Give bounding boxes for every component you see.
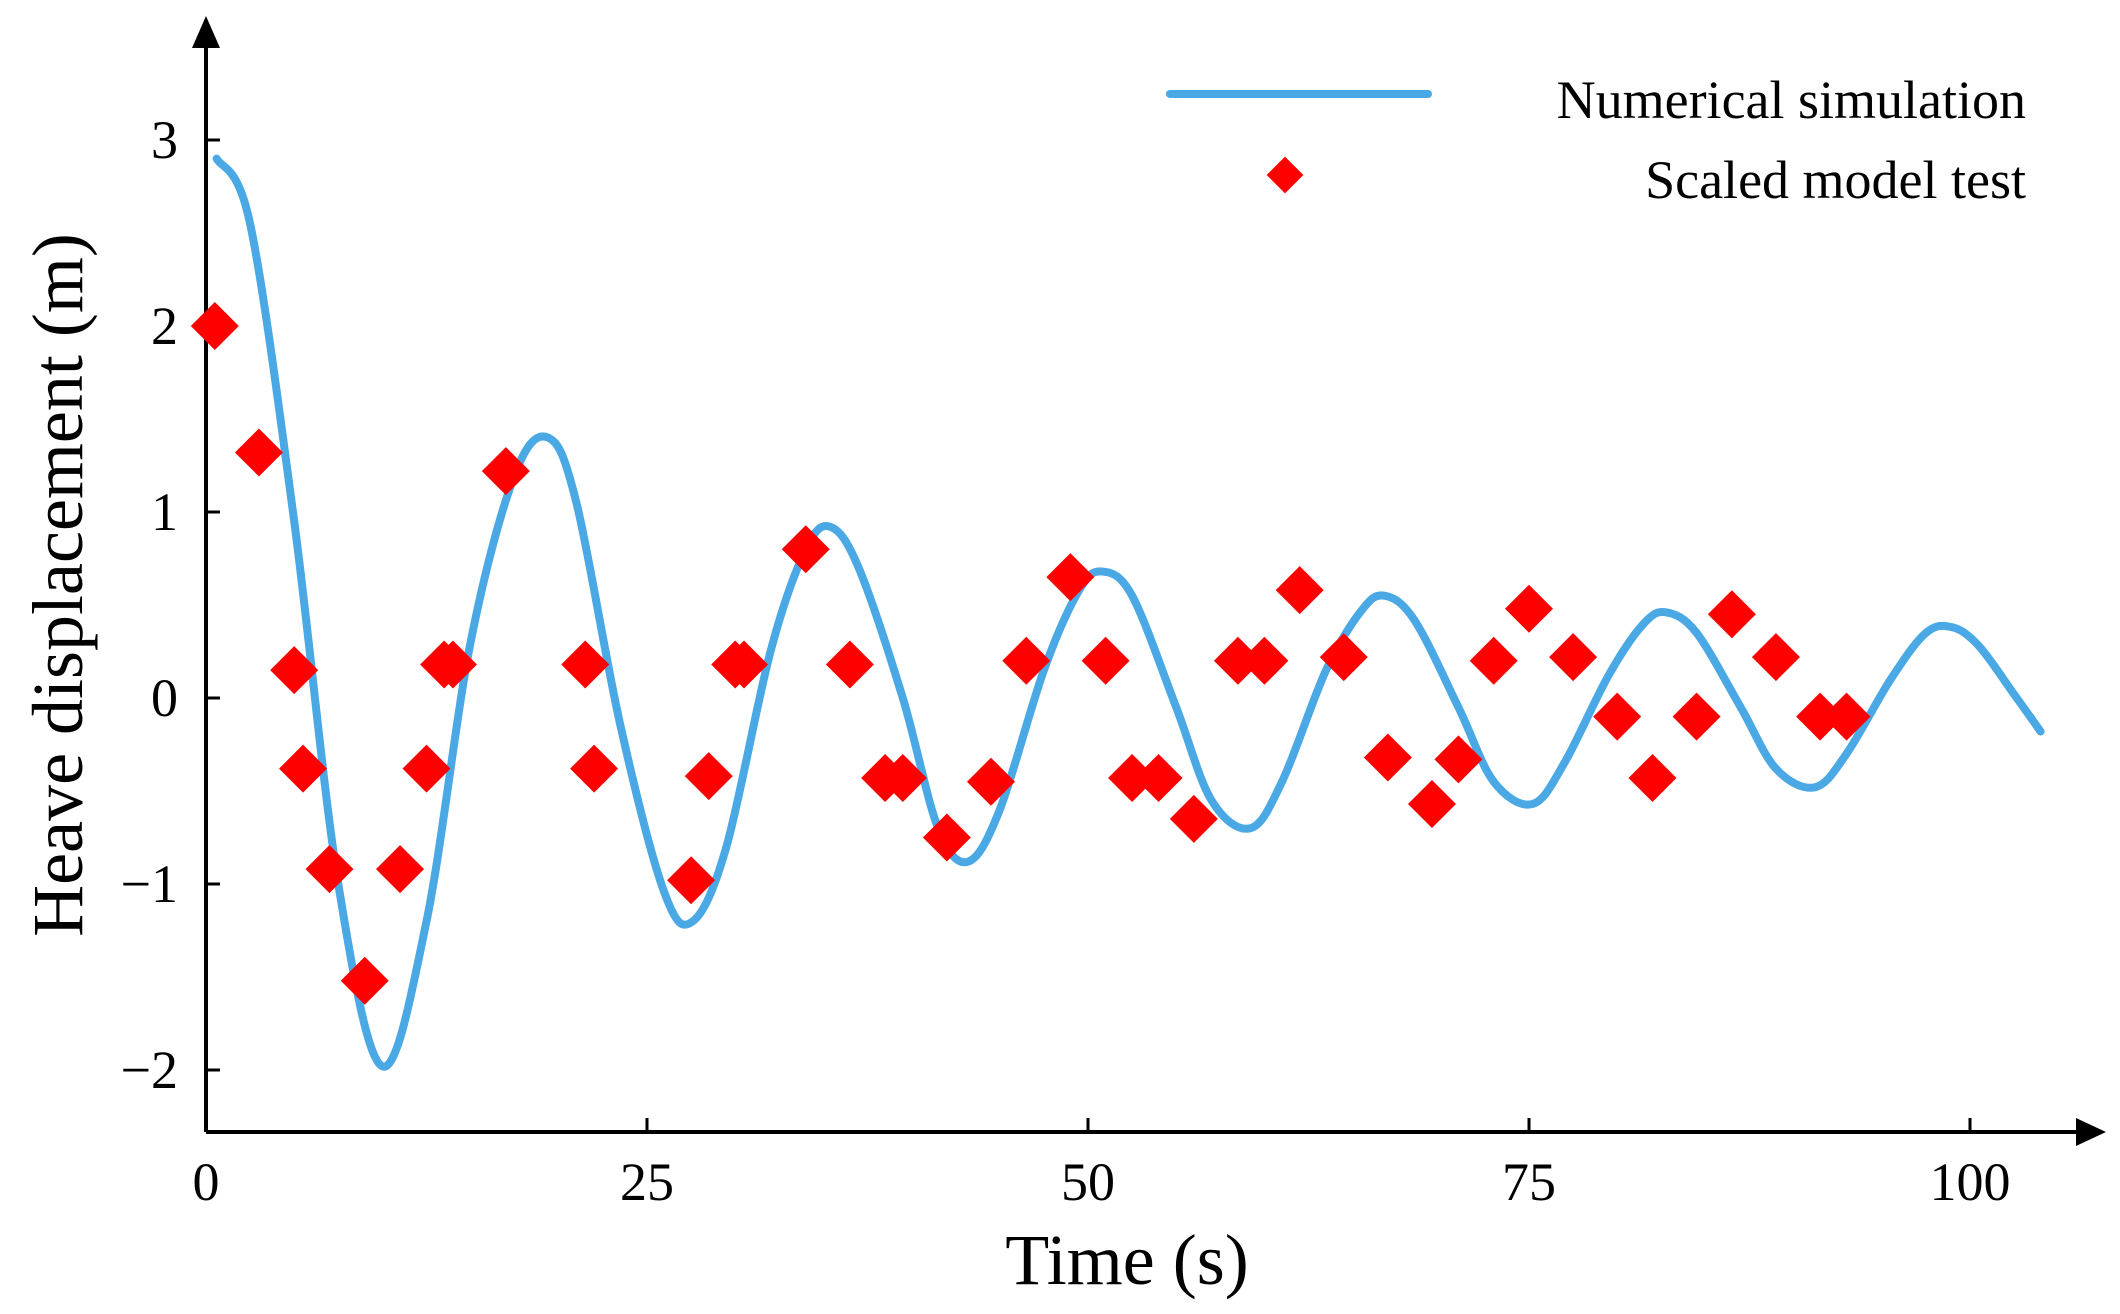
scaled-model-test-point [667, 856, 716, 905]
scaled-model-test-point [781, 525, 830, 574]
x-axis-arrow-icon [2076, 1118, 2106, 1146]
y-axis-title: Heave displacement (m) [18, 233, 98, 937]
scaled-model-test-point [1593, 692, 1642, 741]
axes [192, 16, 2106, 1146]
scaled-model-test-point [279, 744, 328, 793]
legend-label-numerical-simulation: Numerical simulation [1557, 70, 2026, 130]
scaled-model-test-point [1363, 733, 1412, 782]
x-tick-label: 25 [620, 1152, 674, 1212]
scaled-model-test-point [402, 744, 451, 793]
scaled-model-test-point [1002, 636, 1051, 685]
scaled-model-test-point [1672, 692, 1721, 741]
scaled-model-test-point [878, 753, 927, 802]
scaled-model-test-point [1081, 636, 1130, 685]
scaled-model-test-point [428, 640, 477, 689]
scaled-model-test-point [1134, 753, 1183, 802]
legend: Numerical simulation Scaled model test [1166, 70, 2026, 210]
y-axis-arrow-icon [192, 16, 220, 48]
y-ticks: −2 −1 0 1 2 3 [121, 110, 220, 1100]
y-tick-label: −1 [121, 854, 178, 914]
scaled-model-test-point [1549, 633, 1598, 682]
numerical-simulation-line [212, 154, 2045, 1071]
scaled-model-test-point [561, 640, 610, 689]
scaled-model-test-point [1275, 566, 1324, 615]
x-tick-label: 50 [1061, 1152, 1115, 1212]
y-tick-label: 3 [151, 110, 178, 170]
x-ticks: 0 25 50 75 100 [193, 1118, 2011, 1212]
series-numerical-simulation [212, 154, 2045, 1071]
scaled-model-test-point [340, 956, 389, 1005]
legend-diamond-swatch [1266, 156, 1304, 194]
scaled-model-test-point [1434, 735, 1483, 784]
x-tick-label: 75 [1502, 1152, 1556, 1212]
scaled-model-test-point [922, 813, 971, 862]
series-scaled-model-test [190, 302, 1871, 1005]
legend-label-scaled-model-test: Scaled model test [1645, 150, 2026, 210]
scaled-model-test-point [1505, 584, 1553, 633]
scaled-model-test-point [825, 640, 874, 689]
x-tick-label: 0 [193, 1152, 220, 1212]
scaled-model-test-point [1169, 794, 1218, 843]
scaled-model-test-point [1628, 753, 1677, 802]
scaled-model-test-point [1707, 590, 1756, 639]
scaled-model-test-point [720, 640, 769, 689]
scaled-model-test-point [376, 845, 425, 894]
y-tick-label: 0 [151, 668, 178, 728]
scaled-model-test-point [270, 646, 319, 695]
scaled-model-test-point [1046, 553, 1095, 602]
y-tick-label: 2 [151, 296, 178, 356]
scaled-model-test-point [1469, 636, 1518, 685]
scaled-model-test-point [234, 428, 283, 477]
scaled-model-test-point [1751, 633, 1800, 682]
scaled-model-test-point [305, 845, 354, 894]
scaled-model-test-point [1796, 692, 1845, 741]
y-tick-label: 1 [151, 482, 178, 542]
scaled-model-test-point [1319, 633, 1368, 682]
y-tick-label: −2 [121, 1040, 178, 1100]
scaled-model-test-point [570, 744, 619, 793]
scaled-model-test-point [1213, 636, 1262, 685]
scaled-model-test-point [481, 447, 530, 496]
scaled-model-test-point [1407, 780, 1456, 829]
scaled-model-test-point [1822, 692, 1871, 741]
scaled-model-test-point [1108, 753, 1157, 802]
x-tick-label: 100 [1930, 1152, 2011, 1212]
x-axis-title: Time (s) [1005, 1220, 1248, 1300]
scaled-model-test-point [1240, 636, 1289, 685]
scaled-model-test-point [966, 757, 1015, 806]
scaled-model-test-point [684, 752, 733, 801]
scaled-model-test-point [190, 302, 239, 350]
